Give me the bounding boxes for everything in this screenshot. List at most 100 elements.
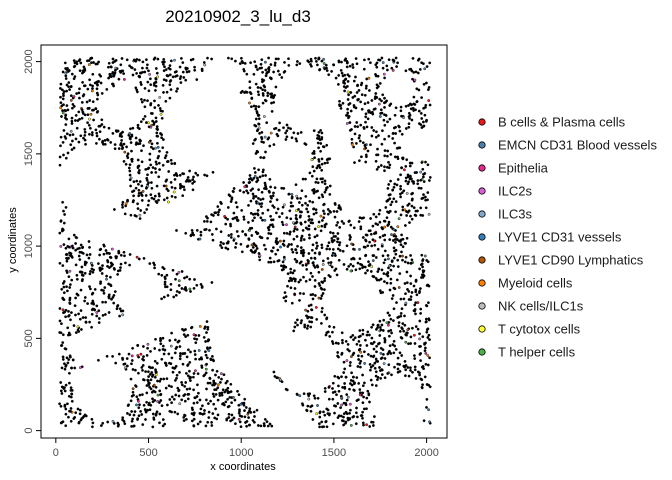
data-point: [400, 191, 404, 195]
data-point: [105, 88, 109, 91]
data-point: [320, 162, 324, 166]
data-point: [318, 425, 321, 429]
x-tick-label: 1500: [322, 447, 346, 459]
data-point: [168, 339, 172, 342]
data-point: [181, 194, 185, 198]
data-point: [118, 307, 122, 311]
data-point: [319, 142, 323, 145]
data-point: [71, 133, 75, 137]
data-point: [160, 357, 164, 361]
data-point: [249, 199, 253, 203]
data-point: [386, 198, 390, 202]
data-point: [82, 93, 86, 97]
data-point: [388, 209, 392, 213]
data-point: [255, 247, 259, 250]
data-point: [338, 241, 342, 245]
data-point: [379, 328, 383, 332]
data-point: [294, 321, 297, 325]
data-point: [370, 126, 374, 129]
data-point: [58, 163, 62, 167]
data-point: [58, 231, 62, 235]
data-point: [387, 160, 390, 164]
data-point: [110, 297, 113, 301]
data-point: [422, 180, 426, 184]
data-point: [193, 278, 196, 281]
data-point: [357, 159, 361, 163]
data-point: [116, 272, 120, 276]
data-point: [337, 389, 341, 393]
data-point: [318, 166, 322, 170]
data-point: [181, 61, 185, 64]
data-point: [344, 375, 348, 379]
data-point: [102, 244, 106, 248]
data-point: [421, 383, 424, 387]
data-point: [258, 175, 262, 179]
data-point: [411, 191, 414, 195]
data-point: [424, 81, 428, 85]
data-point: [171, 370, 175, 374]
data-point: [297, 280, 301, 284]
data-point: [197, 334, 201, 337]
data-point: [296, 323, 299, 327]
data-point: [89, 57, 93, 60]
data-point: [225, 379, 229, 383]
data-point: [309, 256, 313, 260]
data-point: [331, 240, 334, 244]
data-point: [104, 300, 108, 304]
data-point: [388, 264, 391, 268]
data-point: [64, 113, 68, 117]
data-point: [191, 181, 195, 185]
data-point: [148, 77, 152, 81]
data-point: [231, 395, 235, 399]
data-point: [258, 131, 261, 135]
data-point: [261, 174, 265, 178]
data-point: [276, 248, 280, 252]
data-point: [349, 378, 353, 382]
data-point: [405, 210, 408, 213]
data-point: [305, 314, 308, 318]
data-point: [122, 72, 126, 76]
data-point: [240, 208, 244, 212]
data-point: [233, 422, 237, 426]
data-point: [86, 121, 90, 125]
data-point: [188, 360, 192, 364]
data-point: [123, 254, 126, 258]
data-point: [352, 104, 356, 107]
data-point: [97, 124, 101, 128]
data-point: [346, 80, 350, 83]
data-point: [399, 297, 403, 301]
data-point: [344, 339, 348, 343]
data-point: [414, 70, 418, 74]
data-point: [270, 110, 274, 113]
data-point: [413, 78, 417, 82]
data-point: [320, 243, 324, 247]
data-point: [399, 311, 403, 315]
data-point: [307, 227, 311, 231]
data-point: [326, 244, 330, 248]
data-point: [154, 116, 158, 120]
legend-item: T helper cells: [478, 345, 576, 360]
data-point: [199, 407, 203, 411]
data-point: [393, 365, 396, 369]
data-point: [259, 62, 263, 66]
data-point: [358, 139, 362, 143]
data-point: [402, 189, 406, 193]
data-point: [154, 368, 157, 372]
data-point: [158, 389, 162, 393]
data-point: [177, 394, 181, 398]
data-point: [338, 99, 341, 103]
data-point: [76, 407, 80, 411]
data-point: [375, 278, 379, 282]
data-point: [106, 264, 109, 268]
data-point: [414, 288, 418, 292]
data-point: [312, 187, 316, 191]
data-point: [143, 70, 147, 74]
data-point: [310, 174, 314, 178]
legend-item: LYVE1 CD31 vessels: [478, 230, 622, 245]
data-point: [248, 423, 252, 427]
data-point: [70, 116, 74, 120]
data-point: [358, 134, 361, 138]
data-point: [128, 263, 132, 267]
data-point: [137, 191, 141, 195]
data-point: [262, 84, 266, 88]
